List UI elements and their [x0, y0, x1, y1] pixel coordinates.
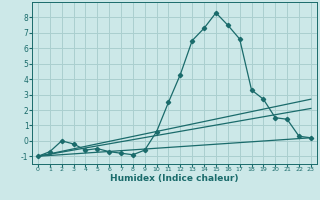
X-axis label: Humidex (Indice chaleur): Humidex (Indice chaleur): [110, 174, 239, 183]
